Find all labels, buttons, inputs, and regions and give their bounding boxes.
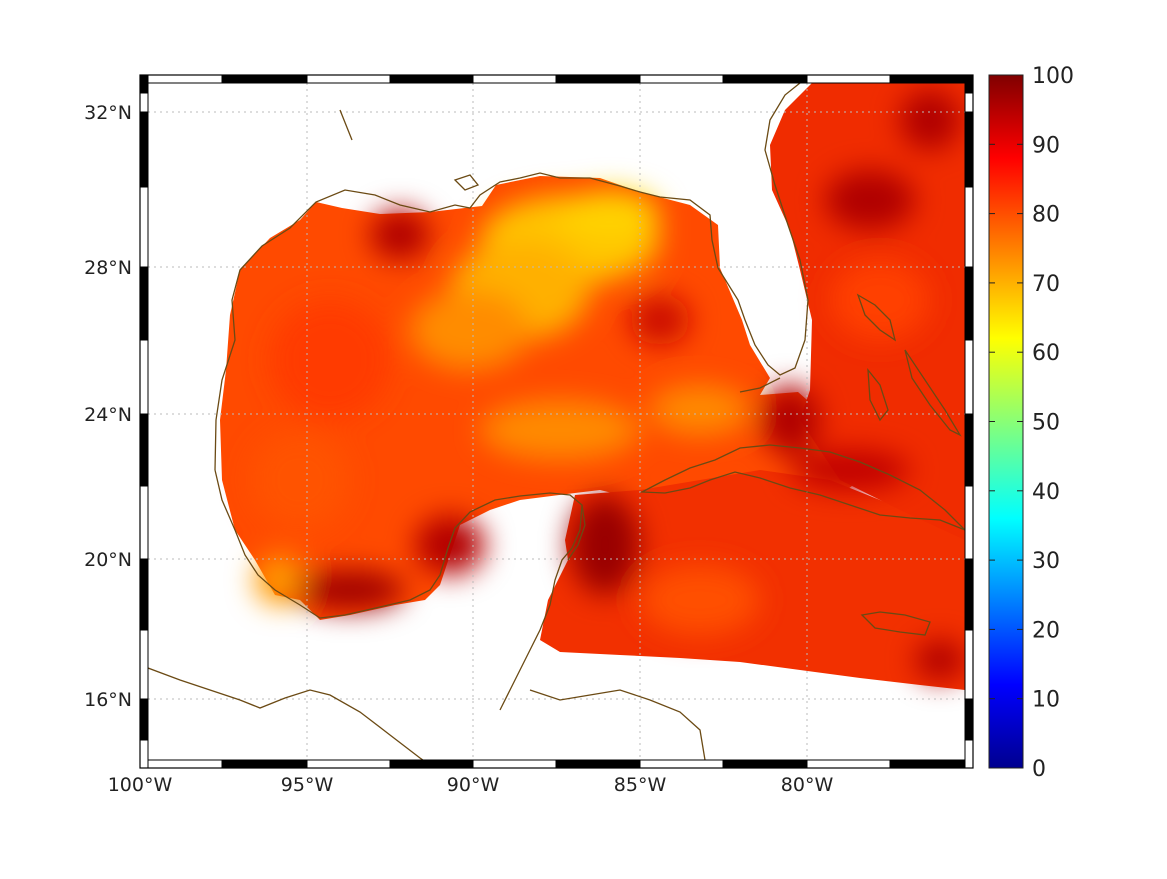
frame-top-seg	[806, 74, 891, 84]
frame-top-seg	[472, 74, 557, 84]
colorbar-tick-label: 100	[1032, 64, 1074, 89]
colorbar-tick-label: 60	[1032, 341, 1060, 366]
frame-top-seg	[555, 74, 641, 84]
frame-left-seg	[139, 111, 149, 188]
y-tick-label: 20°N	[84, 549, 132, 571]
coastline-florida-keys	[739, 377, 781, 393]
colorbar-tick-label: 40	[1032, 480, 1060, 505]
frame-right-seg	[964, 739, 974, 769]
frame-left-seg	[139, 413, 149, 487]
coastline-central-america	[148, 667, 424, 760]
frame-right-seg	[964, 74, 974, 94]
frame-right-seg	[964, 111, 974, 188]
colorbar-tick-label: 10	[1032, 688, 1060, 713]
x-tick-label: 90°W	[447, 774, 500, 796]
x-tick-label: 100°W	[108, 774, 173, 796]
caribbean-field	[540, 470, 965, 690]
frame-left-seg	[139, 339, 149, 415]
coastline-honduras	[529, 689, 706, 760]
frame-outline	[139, 74, 974, 769]
colorbar-tick-label: 20	[1032, 618, 1060, 643]
coastline-yucatan-east	[567, 504, 586, 561]
y-tick-label: 28°N	[84, 257, 132, 279]
colorbar-tick-label: 90	[1032, 133, 1060, 158]
colorbar-tick-label: 50	[1032, 411, 1060, 436]
frame-top-seg	[306, 74, 391, 84]
coastline-islands-gulf	[339, 109, 480, 191]
frame-left-seg	[139, 739, 149, 769]
frame-left-seg	[139, 485, 149, 560]
frame-bottom-seg	[139, 759, 223, 769]
frame-left-seg	[139, 186, 149, 268]
colorbar-tick-label: 70	[1032, 272, 1060, 297]
coastline-cuba	[639, 444, 965, 531]
frame-left-seg	[139, 629, 149, 700]
frame-left-seg	[139, 698, 149, 741]
frame-left-seg	[139, 92, 149, 113]
field-shading	[250, 90, 965, 680]
frame-bottom-seg	[221, 759, 308, 769]
gulf-of-mexico-field	[220, 176, 860, 620]
frame-right-seg	[964, 698, 974, 741]
colorbar-tick-label: 30	[1032, 549, 1060, 574]
frame-right-seg	[964, 485, 974, 560]
y-tick-label: 16°N	[84, 689, 132, 711]
frame-top-seg	[722, 74, 808, 84]
frame-right-seg	[964, 413, 974, 487]
map-frame	[139, 74, 974, 769]
colorbar-tick-label: 80	[1032, 203, 1060, 228]
frame-right-seg	[964, 629, 974, 700]
frame-top-seg	[139, 74, 223, 84]
frame-bottom-seg	[722, 759, 808, 769]
frame-right-seg	[964, 558, 974, 631]
coastline-bahamas-1	[856, 293, 897, 342]
coastline-bahamas-3	[904, 349, 962, 437]
y-tick-label: 24°N	[84, 404, 132, 426]
colorbar-tick-label: 0	[1032, 757, 1046, 782]
frame-top-seg	[639, 74, 724, 84]
frame-bottom-seg	[639, 759, 724, 769]
coastlines	[148, 83, 965, 760]
frame-left-seg	[139, 74, 149, 94]
x-tick-label: 95°W	[281, 774, 334, 796]
frame-bottom-seg	[555, 759, 641, 769]
x-tick-label: 85°W	[614, 774, 667, 796]
frame-right-seg	[964, 92, 974, 113]
frame-bottom-seg	[889, 759, 974, 769]
frame-left-seg	[139, 266, 149, 341]
frame-left-seg	[139, 558, 149, 631]
frame-right-seg	[964, 266, 974, 341]
frame-top-seg	[389, 74, 474, 84]
y-tick-label: 32°N	[84, 102, 132, 124]
frame-top-seg	[889, 74, 974, 84]
frame-bottom-seg	[472, 759, 557, 769]
frame-bottom-seg	[306, 759, 391, 769]
frame-bottom-seg	[389, 759, 474, 769]
y-axis-labels: 32°N 28°N 24°N 20°N 16°N	[84, 102, 132, 711]
frame-bottom-seg	[806, 759, 891, 769]
frame-right-seg	[964, 339, 974, 415]
frame-right-seg	[964, 186, 974, 268]
x-axis-labels: 100°W 95°W 90°W 85°W 80°W	[108, 774, 834, 796]
frame-top-seg	[221, 74, 308, 84]
data-field	[220, 83, 965, 690]
coastline-jamaica	[860, 611, 931, 636]
coastline-gulf-north	[214, 83, 809, 471]
coastline-bahamas-2	[867, 367, 889, 422]
colorbar-ticks: 0 10 20 30 40 50 60 70 80 90 100	[988, 64, 1074, 782]
x-tick-label: 80°W	[781, 774, 834, 796]
coastline-gulf-west	[214, 469, 583, 711]
